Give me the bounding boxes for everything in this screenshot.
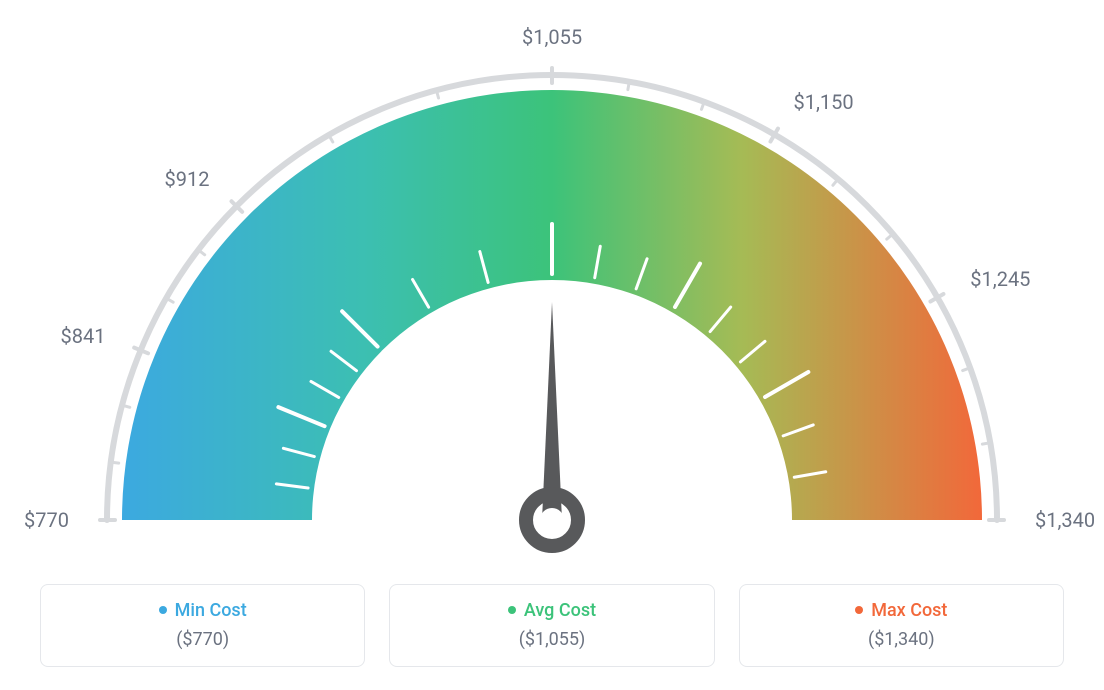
gauge-tick-label: $841 (61, 324, 106, 348)
gauge-tick-label: $770 (24, 508, 69, 532)
gauge-tick-label: $1,150 (794, 90, 854, 114)
legend-title-avg: Avg Cost (508, 600, 596, 621)
gauge-tick-label: $912 (165, 167, 210, 191)
legend-name: Avg Cost (524, 600, 596, 621)
dot-icon (159, 606, 167, 614)
legend: Min Cost ($770) Avg Cost ($1,055) Max Co… (30, 584, 1074, 667)
legend-value-avg: ($1,055) (400, 629, 703, 650)
legend-card-max: Max Cost ($1,340) (739, 584, 1064, 667)
legend-name: Min Cost (175, 600, 247, 621)
legend-title-min: Min Cost (159, 600, 247, 621)
legend-title-max: Max Cost (855, 600, 947, 621)
gauge-tick-label: $1,340 (1035, 508, 1095, 532)
gauge-tick-label: $1,245 (970, 267, 1030, 291)
dot-icon (508, 606, 516, 614)
gauge-tick-label: $1,055 (522, 25, 582, 49)
gauge-chart: $770$841$912$1,055$1,150$1,245$1,340 (30, 20, 1074, 580)
legend-name: Max Cost (871, 600, 947, 621)
dot-icon (855, 606, 863, 614)
chart-container: $770 $841 $912 $1,055 $1,150 $1,245 $1,340 Min… (0, 0, 1104, 690)
legend-card-min: Min Cost ($770) (40, 584, 365, 667)
legend-value-min: ($770) (51, 629, 354, 650)
gauge-svg (30, 20, 1074, 580)
legend-value-max: ($1,340) (750, 629, 1053, 650)
legend-card-avg: Avg Cost ($1,055) (389, 584, 714, 667)
